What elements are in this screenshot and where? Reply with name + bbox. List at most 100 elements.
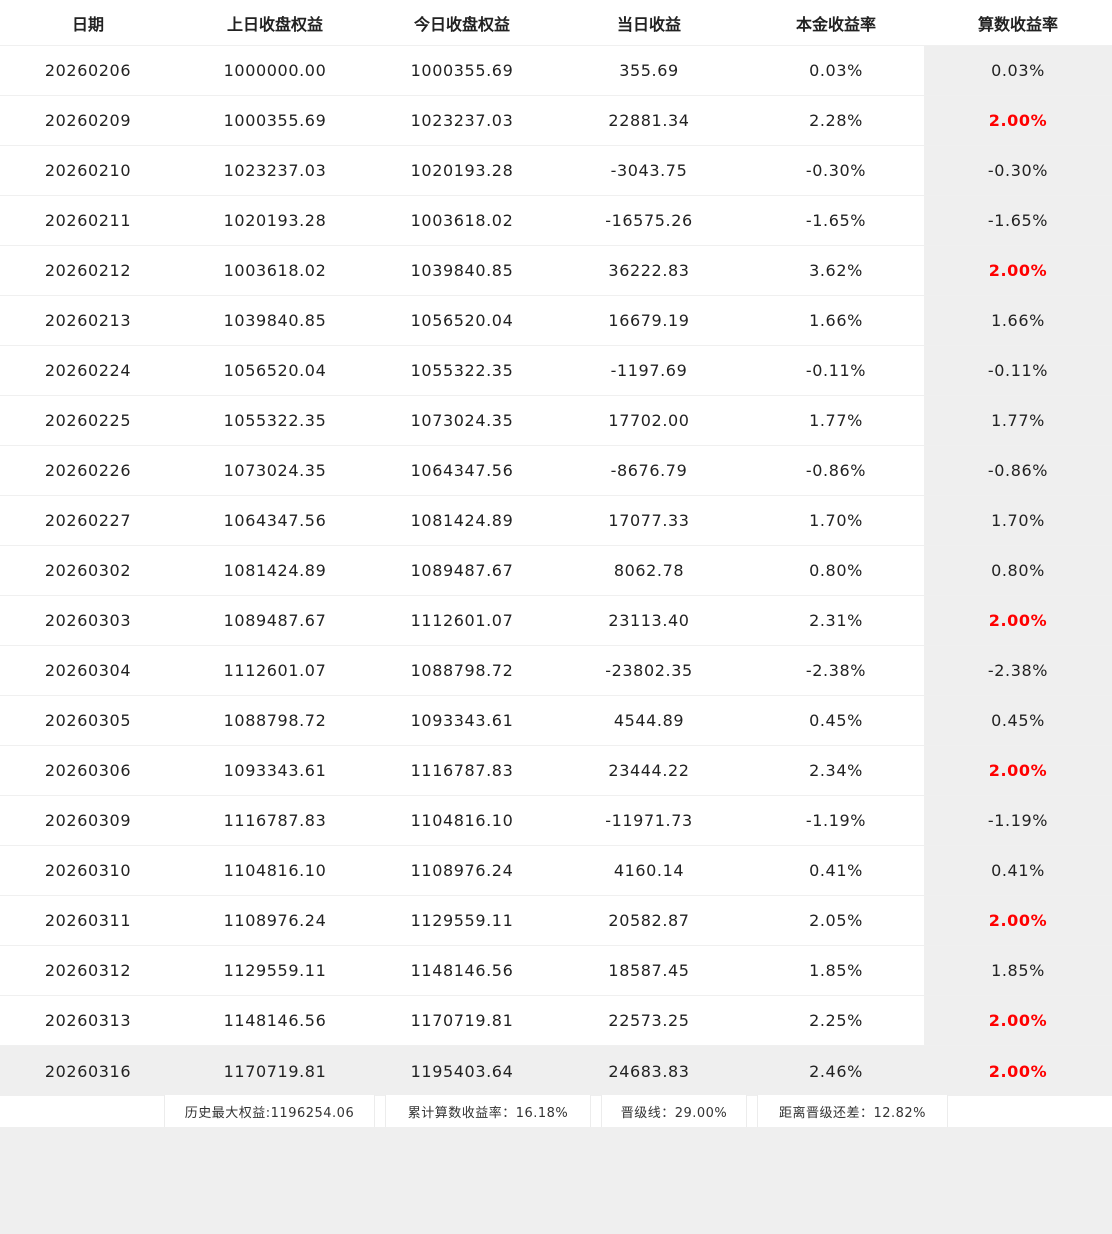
prev-equity-cell: 1093343.61: [223, 761, 327, 780]
daily-pnl-cell: 17702.00: [608, 411, 690, 430]
today-equity-cell: 1039840.85: [410, 261, 514, 280]
prev-equity-cell: 1056520.04: [223, 361, 327, 380]
column-header-prev-equity: 上日收盘权益: [226, 14, 323, 34]
arith-rate-cell: 1.85%: [924, 946, 1112, 995]
prev-equity-cell: 1081424.89: [223, 561, 327, 580]
arith-rate-cell: -0.30%: [924, 146, 1112, 195]
date-cell: 20260211: [44, 211, 132, 230]
today-equity-cell: 1003618.02: [410, 211, 514, 230]
today-equity-cell: 1089487.67: [410, 561, 514, 580]
table-row: 20260211 1020193.28 1003618.02 -16575.26 -1.…: [0, 196, 1112, 246]
date-cell: 20260213: [44, 311, 132, 330]
principal-rate-cell: 0.80%: [809, 561, 863, 580]
prev-equity-cell: 1020193.28: [223, 211, 327, 230]
arith-rate-cell: -0.11%: [924, 346, 1112, 395]
today-equity-cell: 1093343.61: [410, 711, 514, 730]
date-cell: 20260209: [44, 111, 132, 130]
today-equity-cell: 1170719.81: [410, 1011, 514, 1030]
promotion-line-label: 晋级线：29.00%: [601, 1095, 747, 1127]
table-row: 20260210 1023237.03 1020193.28 -3043.75 -0.3…: [0, 146, 1112, 196]
table-row: 20260209 1000355.69 1023237.03 22881.34 2.28…: [0, 96, 1112, 146]
prev-equity-cell: 1039840.85: [223, 311, 327, 330]
daily-pnl-cell: 18587.45: [608, 961, 690, 980]
date-cell: 20260309: [44, 811, 132, 830]
date-cell: 20260316: [44, 1061, 132, 1081]
principal-rate-cell: 2.31%: [809, 611, 863, 630]
principal-rate-cell: 1.77%: [809, 411, 863, 430]
arith-rate-cell: 2.00%: [924, 96, 1112, 145]
arith-rate-cell: -1.65%: [924, 196, 1112, 245]
arith-rate-cell: 2.00%: [924, 996, 1112, 1045]
principal-rate-cell: -0.86%: [805, 461, 867, 480]
date-cell: 20260303: [44, 611, 132, 630]
arith-rate-cell: 0.03%: [924, 46, 1112, 95]
table-row: 20260306 1093343.61 1116787.83 23444.22 2.34…: [0, 746, 1112, 796]
arith-rate-cell: -1.19%: [924, 796, 1112, 845]
arith-rate-cell: 2.00%: [924, 246, 1112, 295]
footer-area: [0, 1127, 1112, 1234]
today-equity-cell: 1020193.28: [410, 161, 514, 180]
prev-equity-cell: 1088798.72: [223, 711, 327, 730]
prev-equity-cell: 1116787.83: [223, 811, 327, 830]
table-row: 20260311 1108976.24 1129559.11 20582.87 2.05…: [0, 896, 1112, 946]
table-row: 20260316 1170719.81 1195403.64 24683.83 2.46…: [0, 1046, 1112, 1096]
date-cell: 20260302: [44, 561, 132, 580]
gap-to-promotion-label: 距离晋级还差：12.82%: [757, 1095, 948, 1127]
table-header: 日期 上日收盘权益 今日收盘权益 当日收益 本金收益率 算数收益率: [0, 0, 1112, 46]
principal-rate-cell: -1.19%: [805, 811, 867, 830]
principal-rate-cell: 2.05%: [809, 911, 863, 930]
date-cell: 20260224: [44, 361, 132, 380]
prev-equity-cell: 1003618.02: [223, 261, 327, 280]
principal-rate-cell: 3.62%: [809, 261, 863, 280]
date-cell: 20260312: [44, 961, 132, 980]
principal-rate-cell: -0.30%: [805, 161, 867, 180]
column-header-daily-pnl: 当日收益: [616, 14, 681, 34]
daily-pnl-cell: -11971.73: [605, 811, 693, 830]
today-equity-cell: 1108976.24: [410, 861, 514, 880]
daily-pnl-cell: -8676.79: [610, 461, 688, 480]
today-equity-cell: 1104816.10: [410, 811, 514, 830]
prev-equity-cell: 1089487.67: [223, 611, 327, 630]
arith-rate-cell: 0.41%: [924, 846, 1112, 895]
principal-rate-cell: 0.03%: [809, 61, 863, 80]
principal-rate-cell: 2.46%: [809, 1061, 863, 1081]
date-cell: 20260212: [44, 261, 132, 280]
prev-equity-cell: 1023237.03: [223, 161, 327, 180]
principal-rate-cell: 1.85%: [809, 961, 863, 980]
table-row: 20260213 1039840.85 1056520.04 16679.19 1.66…: [0, 296, 1112, 346]
daily-pnl-cell: 23444.22: [608, 761, 690, 780]
table-row: 20260309 1116787.83 1104816.10 -11971.73 -1.…: [0, 796, 1112, 846]
principal-rate-cell: -0.11%: [805, 361, 867, 380]
date-cell: 20260227: [44, 511, 132, 530]
table-row: 20260312 1129559.11 1148146.56 18587.45 1.85…: [0, 946, 1112, 996]
column-header-date: 日期: [71, 14, 104, 34]
date-cell: 20260310: [44, 861, 132, 880]
prev-equity-cell: 1104816.10: [223, 861, 327, 880]
prev-equity-cell: 1064347.56: [223, 511, 327, 530]
today-equity-cell: 1195403.64: [410, 1061, 514, 1081]
table-row: 20260206 1000000.00 1000355.69 355.69 0.03% 0…: [0, 46, 1112, 96]
today-equity-cell: 1129559.11: [410, 911, 514, 930]
max-equity-label: 历史最大权益:1196254.06: [164, 1095, 375, 1127]
date-cell: 20260305: [44, 711, 132, 730]
principal-rate-cell: 0.45%: [809, 711, 863, 730]
daily-pnl-cell: 24683.83: [608, 1061, 690, 1081]
prev-equity-cell: 1170719.81: [223, 1061, 327, 1081]
date-cell: 20260311: [44, 911, 132, 930]
daily-pnl-cell: 23113.40: [608, 611, 690, 630]
prev-equity-cell: 1108976.24: [223, 911, 327, 930]
principal-rate-cell: 0.41%: [809, 861, 863, 880]
arith-rate-cell: 2.00%: [924, 896, 1112, 945]
prev-equity-cell: 1112601.07: [223, 661, 327, 680]
daily-pnl-cell: 4544.89: [613, 711, 685, 730]
today-equity-cell: 1055322.35: [410, 361, 514, 380]
daily-pnl-cell: -23802.35: [605, 661, 693, 680]
arith-rate-cell: 2.00%: [924, 746, 1112, 795]
cumulative-rate-label: 累计算数收益率：16.18%: [385, 1095, 591, 1127]
today-equity-cell: 1023237.03: [410, 111, 514, 130]
principal-rate-cell: 1.70%: [809, 511, 863, 530]
table-body: 20260206 1000000.00 1000355.69 355.69 0.03% 0…: [0, 46, 1112, 1096]
prev-equity-cell: 1000000.00: [223, 61, 327, 80]
principal-rate-cell: 1.66%: [809, 311, 863, 330]
